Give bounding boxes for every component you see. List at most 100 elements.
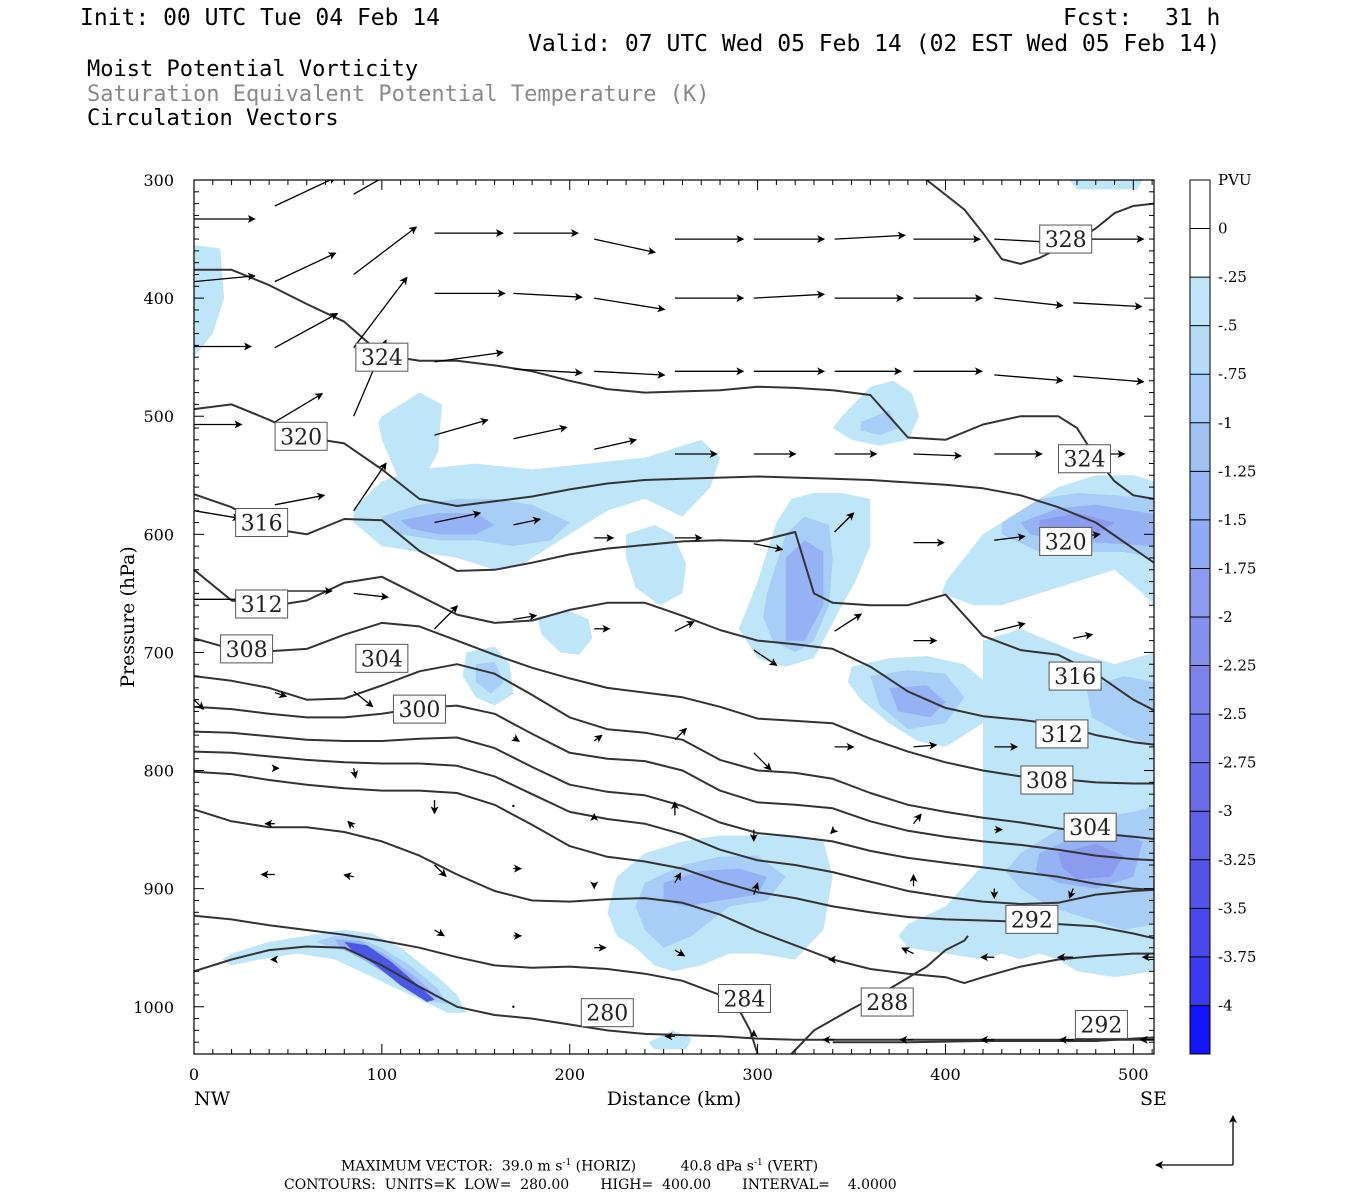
contour-label-box [580,998,634,1028]
contour-284-11 [194,808,1154,985]
y-tick-label-2: 500 [143,407,174,426]
vector-37 [274,393,324,423]
contour-label-text: 312 [1041,723,1083,748]
max-vector-label: MAXIMUM VECTOR: [341,1158,493,1175]
colorbar-swatch-7 [1190,519,1210,569]
contour-label-312-8: 312 [1035,719,1089,749]
colorbar-swatch-16 [1190,956,1210,1006]
colorbar-label-5: -1.25 [1218,462,1256,480]
y-tick-label-3: 600 [143,525,174,544]
colorbar-unit: PVU [1218,171,1252,189]
vector-95 [434,864,447,878]
contour-label-box [860,987,914,1017]
vector-45 [913,451,962,460]
contour-label-text: 292 [1011,908,1053,933]
vector-64 [513,612,538,621]
contour-label-304-12: 304 [1063,812,1117,842]
contour-label-292-15: 292 [1074,1009,1128,1039]
colorbar-swatch-14 [1190,859,1210,909]
valid-time: Valid: 07 UTC Wed 05 Feb 14 (02 EST Wed … [528,31,1221,57]
contour-label-text: 288 [866,991,908,1016]
y-tick-label-7: 1000 [133,998,174,1017]
vector-98 [673,872,682,884]
x-tick-label-0: 0 [189,1065,199,1084]
colorbar-swatch-11 [1190,714,1210,764]
mpv-region-16 [889,685,946,718]
colorbar-swatch-4 [1190,374,1210,424]
vector-84 [350,768,359,779]
colorbar-label-16: -4 [1218,996,1233,1014]
contour-label-312-7: 312 [235,589,289,619]
contour-label-text: 308 [226,638,268,663]
vector-55 [753,543,784,553]
vector-40 [513,424,568,440]
vector-22 [994,297,1064,309]
contour-label-box [1005,904,1059,934]
vector-58 [994,533,1026,542]
y-tick-label-0: 300 [143,171,174,190]
max-vector-vert-tag: (VERT) [767,1158,819,1175]
colorbar-swatch-0 [1190,180,1210,230]
contour-label-316-5: 316 [235,508,289,538]
colorbar-swatch-10 [1190,665,1210,715]
colorbar-label-8: -2 [1218,608,1233,626]
contour-label-320-3: 320 [274,421,328,451]
vector-26 [353,276,408,349]
contour-312-4 [194,569,1154,746]
field-title-mpv: Moist Potential Vorticity [87,57,419,82]
field-title-thetaes: Saturation Equivalent Potential Temperat… [87,82,710,107]
vector-52 [513,516,541,526]
colorbar-swatch-17 [1190,1005,1210,1055]
mpv-region-11 [785,540,824,641]
colorbar-label-13: -3.25 [1218,851,1256,869]
contour-label-box [717,983,771,1013]
contour-label-box [1063,812,1117,842]
mpv-region-30 [222,930,467,1013]
vector-86 [512,804,515,808]
contour-label-text: 308 [1026,769,1068,794]
vector-68 [834,613,863,632]
x-tick-label-3: 300 [742,1065,773,1084]
colorbar-label-14: -3.5 [1218,899,1247,917]
y-axis-label: Pressure (hPa) [117,546,139,688]
mpv-region-29 [663,868,767,907]
contour-292-9 [194,750,1154,905]
colorbar-swatch-9 [1190,617,1210,667]
vector-16 [513,292,583,301]
mpv-region-33 [344,941,435,1002]
vector-5 [594,238,656,255]
contour-label-text: 328 [1045,228,1087,253]
vector-74 [353,690,374,708]
vector-99 [751,882,760,895]
max-vector-horiz: 39.0 m s [501,1158,563,1175]
contour-label-text: 312 [241,593,283,618]
mpv-region-1 [378,392,442,493]
contour-label-288-16: 288 [860,987,914,1017]
colorbar-swatch-6 [1190,471,1210,521]
reference-vector-icon [1155,1115,1237,1169]
contour-label-328-0: 328 [1039,224,1093,254]
colorbar-swatch-5 [1190,422,1210,472]
contour-label-text: 300 [398,698,440,723]
mpv-region-0 [194,245,225,358]
mpv-region-5 [626,524,687,606]
max-vector-vert-sup: -1 [753,1158,763,1168]
colorbar-label-7: -1.75 [1218,559,1256,577]
contour-320-2 [194,403,1154,564]
colorbar-swatch-8 [1190,568,1210,618]
contour-label-text: 320 [280,425,322,450]
contour-label-box [1039,224,1093,254]
colorbar-label-12: -3 [1218,802,1233,820]
vector-27 [434,349,504,363]
x-tick-label-2: 200 [554,1065,585,1084]
contour-label-300-13: 300 [392,694,446,724]
contour-label-280-18: 280 [580,998,634,1028]
vector-91 [912,813,922,825]
vector-108 [674,948,686,957]
x-tick-label-4: 400 [930,1065,961,1084]
contour-label-text: 324 [1063,448,1105,473]
vector-34 [994,374,1064,385]
mpv-region-6 [537,611,593,655]
vector-77 [593,734,603,743]
colorbar-label-2: -.5 [1218,317,1237,335]
